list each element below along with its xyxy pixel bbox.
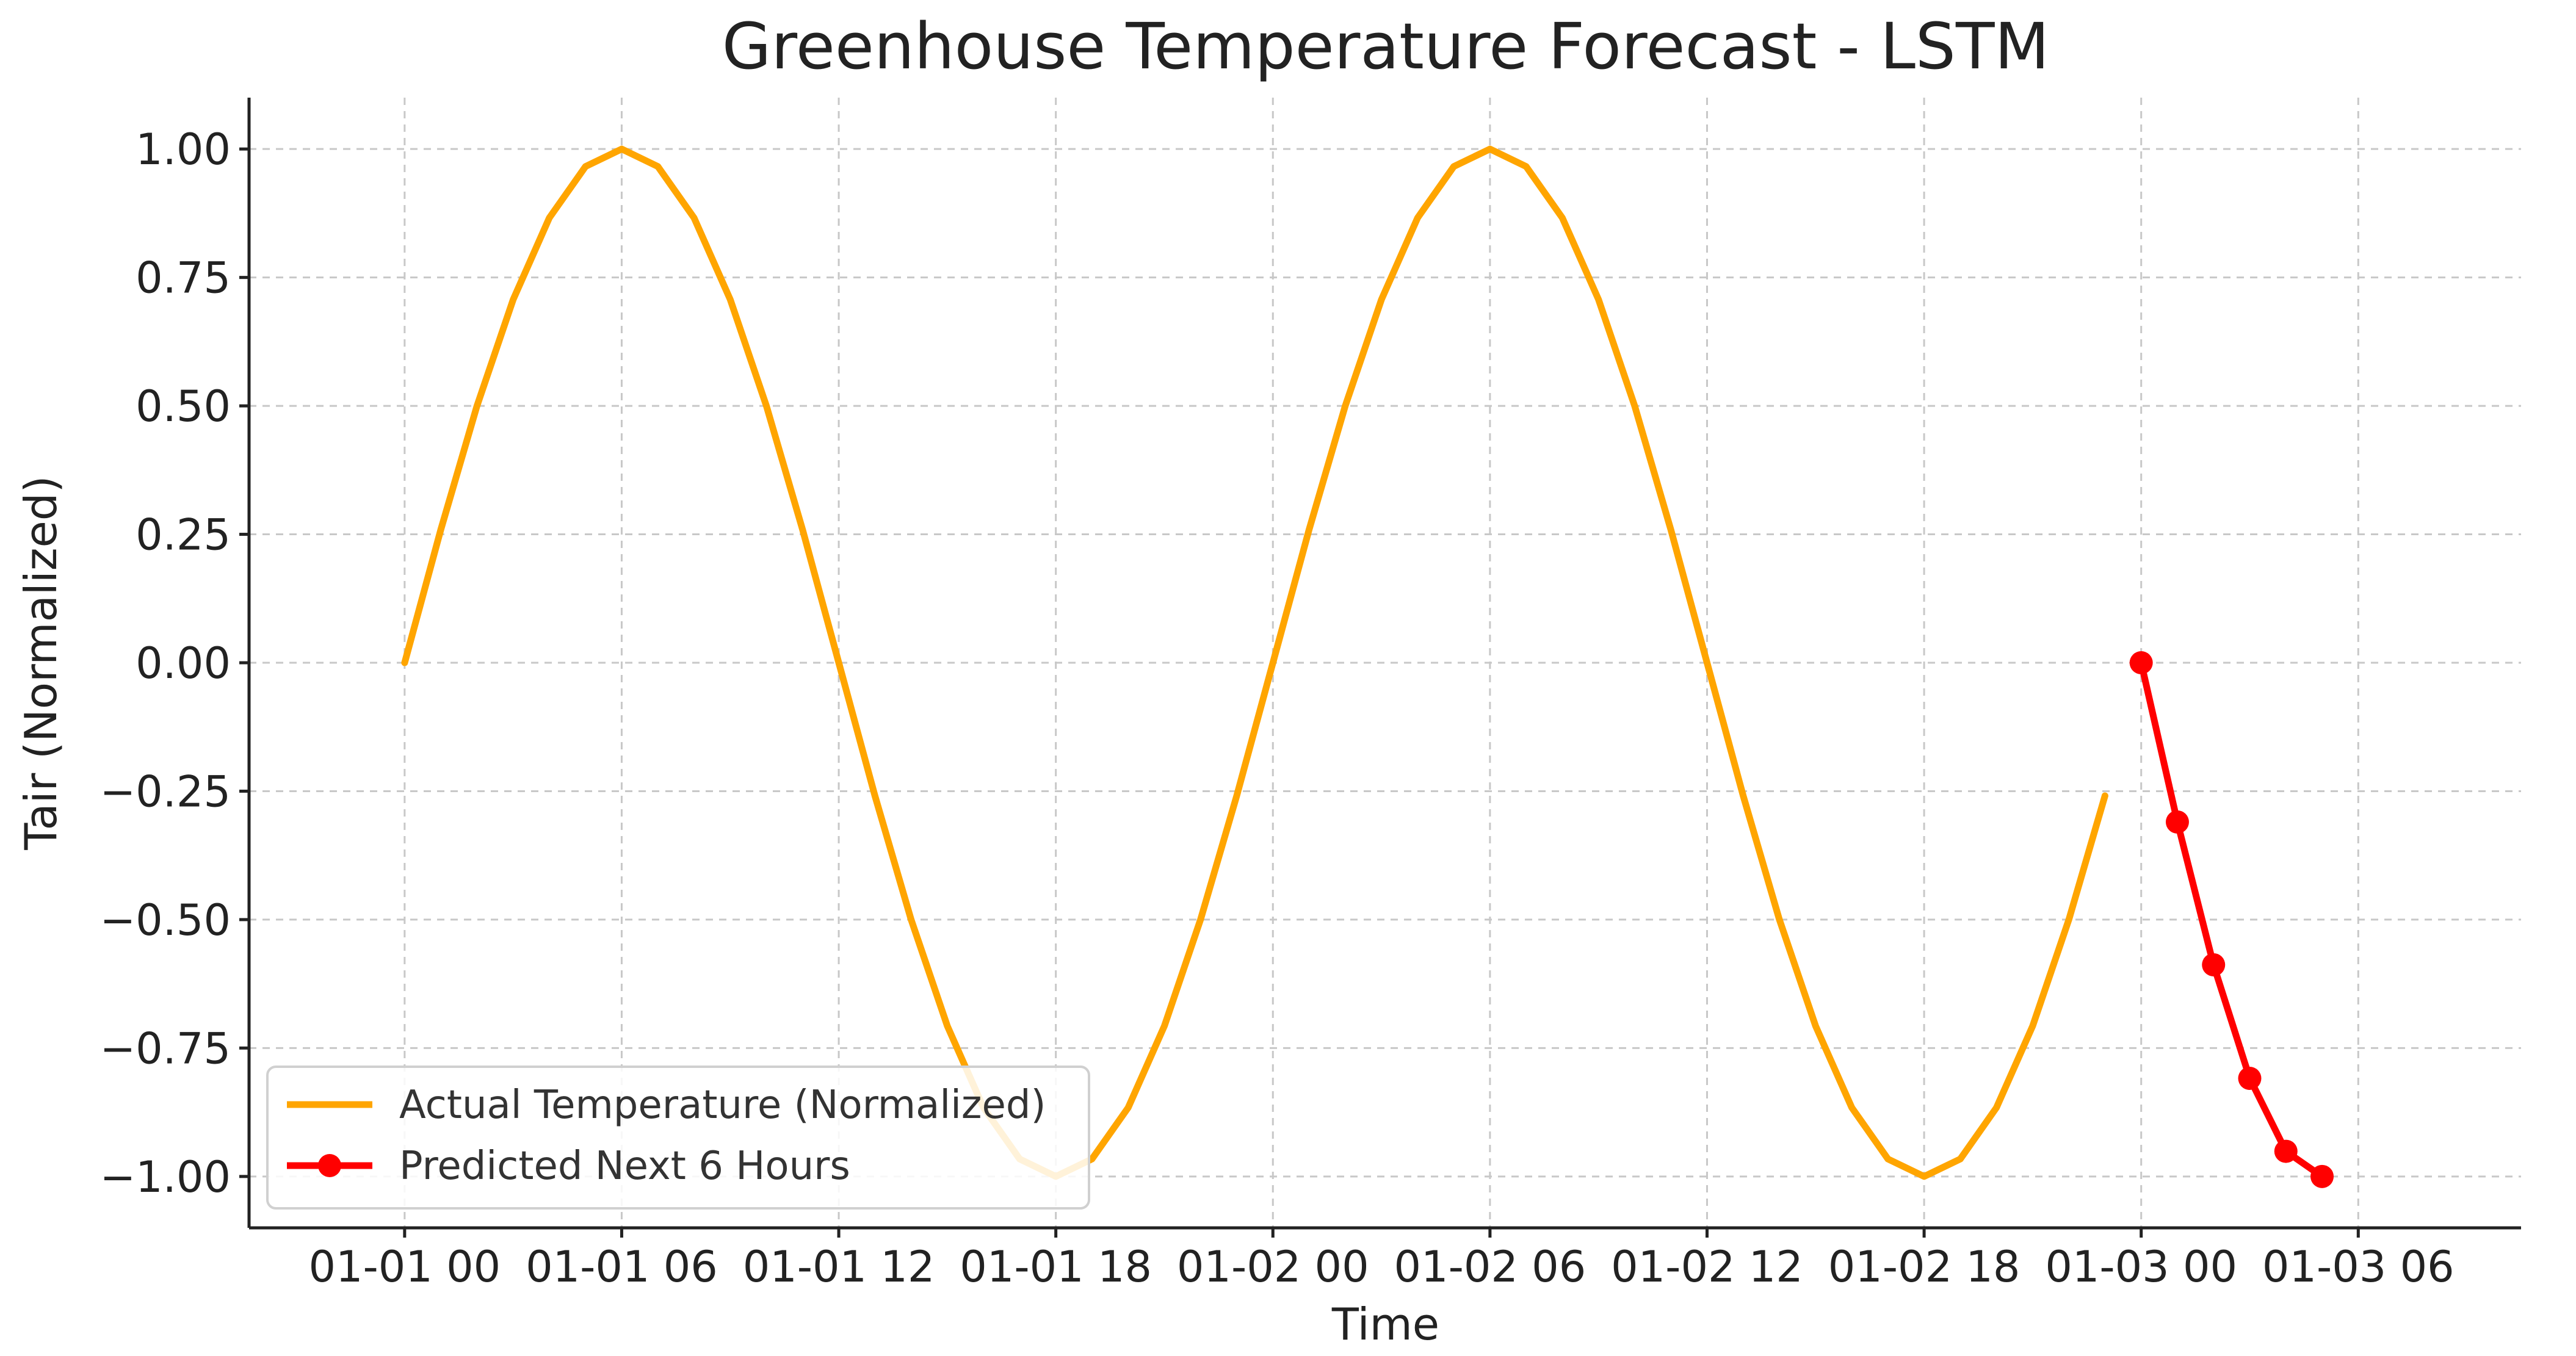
x-tick-label: 01-03 06 <box>2262 1242 2455 1292</box>
y-tick-label: −1.00 <box>99 1152 231 1202</box>
x-tick-label: 01-01 12 <box>743 1242 935 1292</box>
x-tick-label: 01-02 12 <box>1611 1242 1803 1292</box>
predicted-point <box>2202 953 2226 976</box>
y-tick-label: 0.00 <box>136 638 231 688</box>
legend-label: Actual Temperature (Normalized) <box>399 1083 1046 1128</box>
grid <box>249 98 2521 1228</box>
y-tick-label: 0.50 <box>136 381 231 431</box>
y-tick-label: 0.75 <box>136 253 231 303</box>
series-line-actual <box>401 145 2108 1180</box>
x-tick-label: 01-03 00 <box>2045 1242 2237 1292</box>
y-axis-label: Tair (Normalized) <box>15 475 67 850</box>
y-axis-ticks: 1.00 0.75 0.50 0.25 0.00 −0.25 −0.50 −0.75 −1.00 <box>99 124 249 1202</box>
legend-label: Predicted Next 6 Hours <box>399 1144 850 1189</box>
x-tick-label: 01-02 06 <box>1394 1242 1586 1292</box>
y-tick-label: 0.25 <box>136 510 231 560</box>
y-tick-label: −0.50 <box>99 895 231 945</box>
predicted-point <box>2238 1067 2262 1091</box>
y-tick-label: −0.25 <box>99 766 231 817</box>
x-axis-label: Time <box>1331 1299 1439 1350</box>
predicted-point <box>2129 651 2153 674</box>
x-tick-label: 01-02 00 <box>1177 1242 1369 1292</box>
y-tick-label: 1.00 <box>136 124 231 175</box>
predicted-point <box>2165 810 2189 834</box>
x-tick-label: 01-01 18 <box>960 1242 1152 1292</box>
legend: Actual Temperature (Normalized) Predicted… <box>266 1066 1090 1210</box>
predicted-point <box>2274 1139 2298 1163</box>
x-tick-label: 01-02 18 <box>1828 1242 2021 1292</box>
legend-frame <box>266 1066 1090 1210</box>
x-tick-label: 01-01 00 <box>308 1242 501 1292</box>
series-layer <box>401 145 2334 1188</box>
x-axis-ticks: 01-01 00 01-01 06 01-01 12 01-01 18 01-02 00… <box>308 1228 2455 1292</box>
legend-marker <box>318 1154 341 1177</box>
y-tick-label: −0.75 <box>99 1023 231 1073</box>
chart-title: Greenhouse Temperature Forecast - LSTM <box>722 9 2049 84</box>
predicted-point <box>2310 1164 2334 1188</box>
x-tick-label: 01-01 06 <box>526 1242 718 1292</box>
